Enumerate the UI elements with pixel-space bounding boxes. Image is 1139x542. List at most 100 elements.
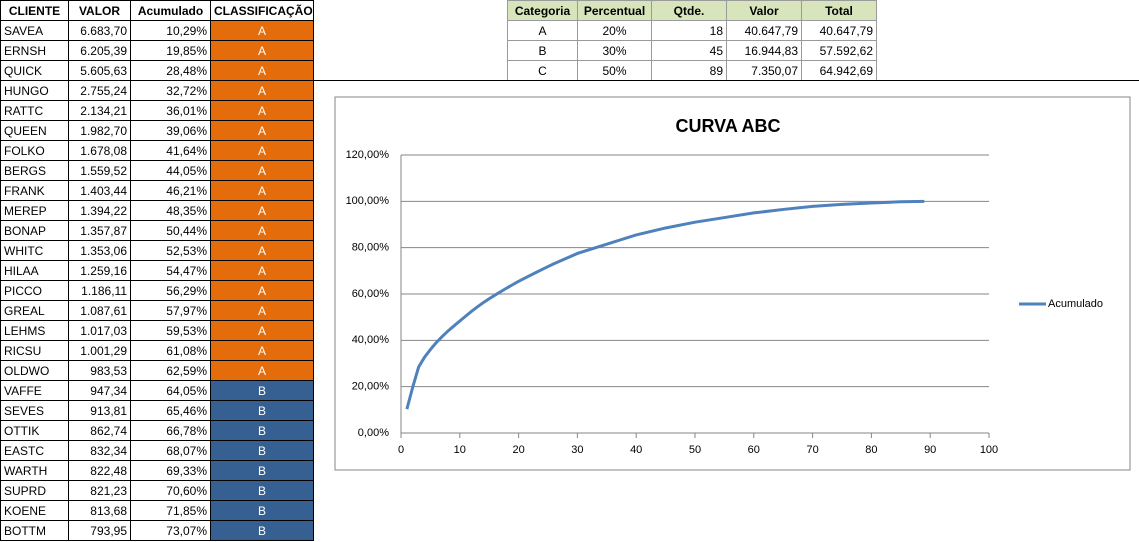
row: FRANK 1.403,44 46,21% A xyxy=(0,180,314,201)
line-series xyxy=(405,199,925,410)
cell: SUPRD xyxy=(0,480,69,501)
row: SUPRD 821,23 70,60% B xyxy=(0,480,314,501)
row: QUEEN 1.982,70 39,06% A xyxy=(0,120,314,141)
cell: WHITC xyxy=(0,240,69,261)
chart-title: CURVA ABC xyxy=(675,116,780,136)
cell: FRANK xyxy=(0,180,69,201)
cell: PICCO xyxy=(0,280,69,301)
cell: RATTC xyxy=(0,100,69,121)
cell: B xyxy=(210,460,314,481)
cell: A xyxy=(210,60,314,81)
cell: A xyxy=(210,140,314,161)
x-tick-label: 10 xyxy=(454,444,466,456)
cell: 1.559,52 xyxy=(68,160,131,181)
cell: 66,78% xyxy=(130,420,211,441)
cell: 44,05% xyxy=(130,160,211,181)
row: VAFFE 947,34 64,05% B xyxy=(0,380,314,401)
summary-table: Categoria Percentual Qtde. Valor Total A 20% 18… xyxy=(507,0,877,81)
cell: A xyxy=(507,20,578,41)
cell: 1.087,61 xyxy=(68,300,131,321)
row: EASTC 832,34 68,07% B xyxy=(0,440,314,461)
header-row: Categoria Percentual Qtde. Valor Total xyxy=(507,0,877,21)
cell: 32,72% xyxy=(130,80,211,101)
cell: B xyxy=(210,500,314,521)
y-tick-label: 100,00% xyxy=(346,195,390,207)
row: FOLKO 1.678,08 41,64% A xyxy=(0,140,314,161)
cell: VAFFE xyxy=(0,380,69,401)
cell: C xyxy=(507,60,578,81)
chart-border xyxy=(334,96,1131,471)
cell: A xyxy=(210,200,314,221)
x-tick-label: 0 xyxy=(398,444,404,456)
cell: B xyxy=(210,440,314,461)
cell: LEHMS xyxy=(0,320,69,341)
freeze-line xyxy=(313,80,1139,81)
header-cell: Percentual xyxy=(577,0,652,21)
header-cell: CLIENTE xyxy=(0,0,69,21)
header-cell: Categoria xyxy=(507,0,578,21)
row: HUNGO 2.755,24 32,72% A xyxy=(0,80,314,101)
row: A 20% 18 40.647,79 40.647,79 xyxy=(507,20,877,41)
cell: 64.942,69 xyxy=(801,60,877,81)
row: MEREP 1.394,22 48,35% A xyxy=(0,200,314,221)
cell: A xyxy=(210,160,314,181)
cell: A xyxy=(210,340,314,361)
x-tick-label: 60 xyxy=(748,444,760,456)
cell: 59,53% xyxy=(130,320,211,341)
cell: 1.678,08 xyxy=(68,140,131,161)
cell: 36,01% xyxy=(130,100,211,121)
cell: RICSU xyxy=(0,340,69,361)
row: B 30% 45 16.944,83 57.592,62 xyxy=(507,40,877,61)
row: SAVEA 6.683,70 10,29% A xyxy=(0,20,314,41)
cell: A xyxy=(210,280,314,301)
cell: A xyxy=(210,360,314,381)
cell: B xyxy=(210,400,314,421)
cell: 6.683,70 xyxy=(68,20,131,41)
cell: 50% xyxy=(577,60,652,81)
x-tick-label: 80 xyxy=(865,444,877,456)
y-tick-label: 20,00% xyxy=(352,381,390,393)
cell: 1.259,16 xyxy=(68,260,131,281)
row: RATTC 2.134,21 36,01% A xyxy=(0,100,314,121)
cell: 89 xyxy=(651,60,727,81)
cell: B xyxy=(210,520,314,541)
x-tick-label: 100 xyxy=(980,444,998,456)
cell: MEREP xyxy=(0,200,69,221)
cell: 1.186,11 xyxy=(68,280,131,301)
cell: 68,07% xyxy=(130,440,211,461)
row: BERGS 1.559,52 44,05% A xyxy=(0,160,314,181)
cell: FOLKO xyxy=(0,140,69,161)
cell: 1.353,06 xyxy=(68,240,131,261)
cell: 2.755,24 xyxy=(68,80,131,101)
cell: 62,59% xyxy=(130,360,211,381)
cell: A xyxy=(210,300,314,321)
cell: 832,34 xyxy=(68,440,131,461)
row: WARTH 822,48 69,33% B xyxy=(0,460,314,481)
x-tick-label: 20 xyxy=(512,444,524,456)
cell: 20% xyxy=(577,20,652,41)
cell: SAVEA xyxy=(0,20,69,41)
cell: KOENE xyxy=(0,500,69,521)
cell: 54,47% xyxy=(130,260,211,281)
cell: A xyxy=(210,320,314,341)
x-tick-label: 50 xyxy=(689,444,701,456)
row: ERNSH 6.205,39 19,85% A xyxy=(0,40,314,61)
y-tick-label: 80,00% xyxy=(352,242,390,254)
cell: 2.134,21 xyxy=(68,100,131,121)
row: RICSU 1.001,29 61,08% A xyxy=(0,340,314,361)
cell: HUNGO xyxy=(0,80,69,101)
cell: 1.403,44 xyxy=(68,180,131,201)
header-cell: VALOR xyxy=(68,0,131,21)
row: GREAL 1.087,61 57,97% A xyxy=(0,300,314,321)
header-cell: CLASSIFICAÇÃO xyxy=(210,0,314,21)
cell: 50,44% xyxy=(130,220,211,241)
header-cell: Valor xyxy=(726,0,802,21)
cell: A xyxy=(210,40,314,61)
cell: GREAL xyxy=(0,300,69,321)
cell: BONAP xyxy=(0,220,69,241)
row: PICCO 1.186,11 56,29% A xyxy=(0,280,314,301)
cell: 41,64% xyxy=(130,140,211,161)
cell: 822,48 xyxy=(68,460,131,481)
legend-label: Acumulado xyxy=(1048,298,1103,310)
